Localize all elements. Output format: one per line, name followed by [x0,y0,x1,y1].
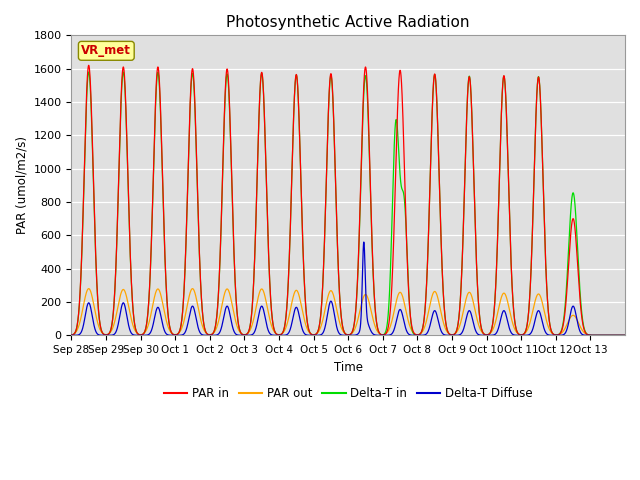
Text: VR_met: VR_met [81,44,131,57]
Legend: PAR in, PAR out, Delta-T in, Delta-T Diffuse: PAR in, PAR out, Delta-T in, Delta-T Dif… [159,382,537,404]
X-axis label: Time: Time [333,360,363,373]
Title: Photosynthetic Active Radiation: Photosynthetic Active Radiation [227,15,470,30]
Y-axis label: PAR (umol/m2/s): PAR (umol/m2/s) [15,136,28,234]
